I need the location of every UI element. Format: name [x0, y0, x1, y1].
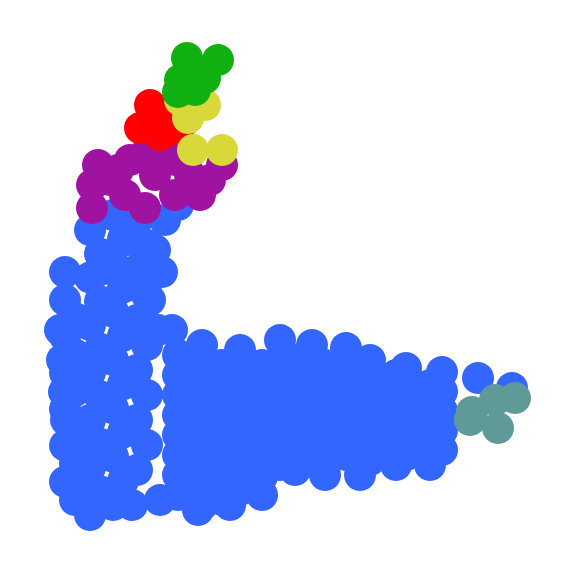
node-blue [97, 440, 129, 473]
node-blue [121, 454, 153, 486]
node-blue [309, 459, 341, 491]
node-purple [76, 192, 108, 224]
node-blue [84, 484, 116, 516]
node-blue [112, 224, 144, 256]
node-blue [131, 429, 163, 461]
node-blue [66, 460, 98, 492]
node-blue [390, 439, 422, 471]
node-blue [354, 444, 386, 476]
node-yellow [206, 134, 238, 166]
node-blue [121, 354, 153, 386]
node-green [179, 74, 211, 106]
node-blue [49, 256, 81, 288]
node-blue [131, 379, 163, 411]
node-purple [184, 179, 216, 211]
node-blue [134, 284, 166, 316]
node-group-blue [44, 189, 528, 531]
node-blue [116, 489, 148, 521]
node-blue [97, 392, 129, 425]
node-blue [146, 256, 178, 288]
node-purple [159, 179, 191, 211]
node-blue [84, 254, 116, 286]
node-blue [97, 344, 129, 376]
node-blue [426, 434, 458, 466]
node-yellow [177, 134, 209, 166]
node-teal [499, 382, 531, 414]
node-blue [46, 344, 78, 376]
node-group-teal [454, 382, 531, 444]
node-group-green [162, 42, 234, 108]
node-blue [462, 362, 494, 394]
node-blue [58, 432, 90, 464]
node-blue [121, 404, 153, 436]
node-blue [48, 376, 80, 408]
node-teal [482, 412, 514, 444]
node-blue [156, 314, 188, 346]
node-red [144, 119, 176, 151]
node-blue [50, 404, 82, 436]
node-purple [129, 192, 161, 224]
node-yellow [172, 102, 204, 134]
node-blue [44, 314, 76, 346]
node-blue [214, 489, 246, 521]
node-teal [454, 404, 486, 436]
node-blue [97, 295, 129, 328]
node-blue [182, 494, 214, 526]
node-blue [246, 479, 278, 511]
node-purple [102, 154, 134, 186]
